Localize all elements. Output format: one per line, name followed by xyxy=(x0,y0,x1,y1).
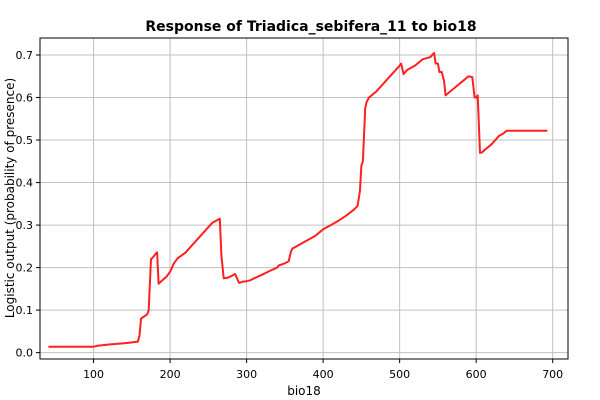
x-axis-label: bio18 xyxy=(287,384,321,398)
chart-title: Response of Triadica_sebifera_11 to bio1… xyxy=(145,19,476,35)
x-tick-label: 500 xyxy=(389,368,410,381)
x-tick-label: 700 xyxy=(542,368,563,381)
x-tick-label: 400 xyxy=(313,368,334,381)
x-tick-label: 300 xyxy=(236,368,257,381)
y-tick-label: 0.3 xyxy=(16,219,34,232)
axis-ticks: 100 200 300 400 500 600 700 0.0 0.1 0.2 0.3 0.4 0.5 0… xyxy=(16,49,564,381)
y-axis-label: Logistic output (probability of presence… xyxy=(3,78,17,318)
plot-frame xyxy=(39,37,569,360)
y-tick-label: 0.6 xyxy=(16,92,34,105)
response-curve xyxy=(48,51,548,348)
x-tick-label: 200 xyxy=(160,368,181,381)
y-tick-label: 0.7 xyxy=(16,49,34,62)
x-tick-label: 100 xyxy=(83,368,104,381)
y-tick-label: 0.5 xyxy=(16,134,34,147)
x-tick-label: 600 xyxy=(466,368,487,381)
y-tick-label: 0.1 xyxy=(16,304,34,317)
grid-lines xyxy=(40,38,568,359)
y-tick-label: 0.4 xyxy=(16,177,34,190)
y-tick-label: 0.2 xyxy=(16,262,34,275)
series-layer xyxy=(48,51,548,348)
y-tick-label: 0.0 xyxy=(16,347,34,360)
